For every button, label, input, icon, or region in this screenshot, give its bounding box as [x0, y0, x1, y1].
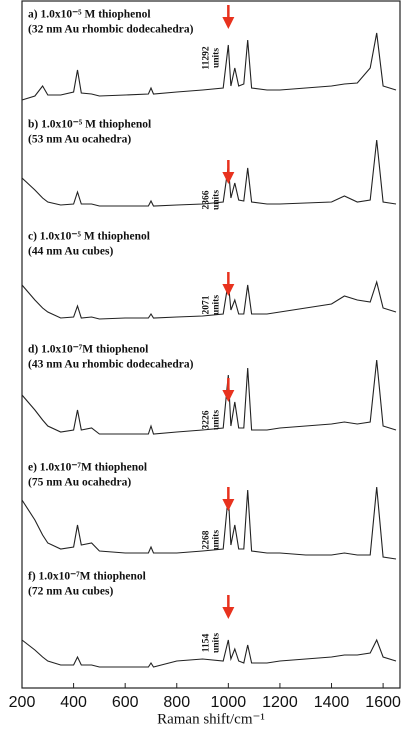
- peak-annotation-unit: units: [212, 410, 222, 430]
- arrow-head: [222, 607, 235, 619]
- peak-annotation-unit: units: [212, 48, 222, 68]
- peak-annotation: 2366: [202, 190, 212, 209]
- series-description: (75 nm Au ocahedra): [28, 477, 131, 489]
- x-tick-label: 1000: [211, 694, 247, 711]
- spectrum: [21, 32, 397, 101]
- series-label: b) 1.0x10⁻⁵ M thiophenol: [28, 119, 151, 131]
- series-label: a) 1.0x10⁻⁵ M thiophenol: [28, 9, 151, 21]
- peak-annotation: 11292: [202, 46, 212, 69]
- x-tick-label: 1400: [314, 694, 350, 711]
- series-description: (53 nm Au ocahedra): [28, 134, 131, 146]
- peak-annotation-unit: units: [212, 295, 222, 315]
- x-tick-label: 1600: [365, 694, 401, 711]
- peak-annotation: 2071: [202, 295, 212, 314]
- series-label: d) 1.0x10⁻⁷M thiophenol: [28, 344, 148, 356]
- peak-annotation: 3226: [202, 410, 212, 429]
- series-description: (43 nm Au rhombic dodecahedra): [28, 359, 194, 371]
- series-label: e) 1.0x10⁻⁷M thiophenol: [28, 462, 147, 474]
- peak-annotation: 1154: [202, 634, 212, 653]
- spectrum: [21, 279, 397, 320]
- arrow-head: [222, 499, 235, 511]
- peak-annotation-unit: units: [212, 530, 222, 550]
- arrow-head: [222, 284, 235, 296]
- series-description: (44 nm Au cubes): [28, 246, 113, 258]
- x-tick-label: 400: [60, 694, 87, 711]
- x-tick-label: 800: [163, 694, 190, 711]
- x-axis-label: Raman shift/cm⁻¹: [157, 711, 265, 727]
- x-tick-label: 1200: [262, 694, 298, 711]
- peak-annotation: 2268: [202, 530, 212, 549]
- spectrum: [21, 359, 397, 435]
- series-label: f) 1.0x10⁻⁷M thiophenol: [28, 571, 146, 583]
- peak-annotation-unit: units: [212, 633, 222, 653]
- series-label: c) 1.0x10⁻⁵ M thiophenol: [28, 231, 150, 243]
- series-description: (72 nm Au cubes): [28, 586, 113, 598]
- spectrum: [21, 139, 397, 207]
- peak-annotation-unit: units: [212, 190, 222, 210]
- spectrum: [21, 486, 397, 560]
- spectrum: [21, 638, 397, 668]
- x-tick-label: 600: [112, 694, 139, 711]
- plot-frame: [21, 0, 401, 689]
- x-tick-label: 200: [9, 694, 36, 711]
- arrow-head: [222, 17, 235, 29]
- arrow-head: [222, 390, 235, 402]
- arrow-head: [222, 172, 235, 184]
- series-description: (32 nm Au rhombic dodecahedra): [28, 24, 194, 36]
